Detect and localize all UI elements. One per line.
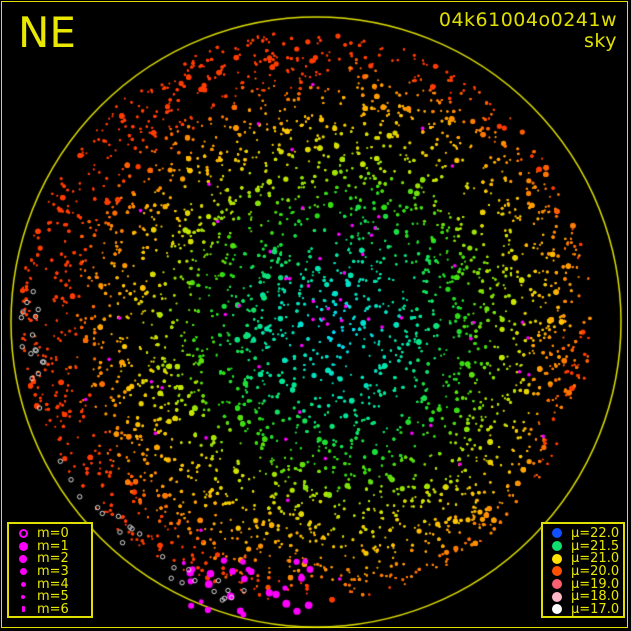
magnitude-label: m=0 <box>37 525 69 541</box>
magnitude-legend-item: m=5 <box>15 590 91 603</box>
magnitude-legend-item: m=1 <box>15 540 91 553</box>
map-type: sky <box>584 30 617 52</box>
sky-brightness-label: μ=21.0 <box>571 551 620 567</box>
magnitude-symbol-icon <box>15 528 31 538</box>
magnitude-legend-item: m=0 <box>15 527 91 540</box>
frame-id: 04k61004o0241w <box>438 9 617 31</box>
orientation-label: NE <box>18 8 76 57</box>
sky-brightness-legend: μ=22.0 μ=21.5 μ=21.0 μ=20.0 μ=19.0 μ=18.0 μ=17… <box>541 522 625 618</box>
color-swatch-icon <box>549 541 565 552</box>
color-swatch-icon <box>549 528 565 539</box>
magnitude-legend-item: m=4 <box>15 578 91 591</box>
magnitude-symbol-icon <box>15 594 31 599</box>
sky-brightness-label: μ=19.0 <box>571 576 620 592</box>
sky-brightness-label: μ=18.0 <box>571 589 620 605</box>
color-swatch-icon <box>549 591 565 602</box>
magnitude-label: m=4 <box>37 576 69 592</box>
magnitude-legend: m=0 m=1 m=2 m=3 m=4 m=5 m=6 <box>7 522 93 618</box>
sky-brightness-label: μ=17.0 <box>571 601 620 617</box>
color-swatch-icon <box>549 553 565 564</box>
sky-brightness-legend-item: μ=22.0 <box>549 527 623 540</box>
sky-brightness-label: μ=21.5 <box>571 538 620 554</box>
color-swatch-icon <box>549 566 565 577</box>
sky-brightness-legend-item: μ=18.0 <box>549 590 623 603</box>
magnitude-legend-item: m=6 <box>15 603 91 616</box>
sky-brightness-legend-item: μ=20.0 <box>549 565 623 578</box>
color-swatch-icon <box>549 604 565 615</box>
sky-brightness-legend-item: μ=21.5 <box>549 540 623 553</box>
sky-brightness-label: μ=20.0 <box>571 563 620 579</box>
magnitude-symbol-icon <box>15 541 31 551</box>
sky-brightness-legend-item: μ=19.0 <box>549 578 623 591</box>
magnitude-symbol-icon <box>15 606 31 613</box>
sky-brightness-legend-item: μ=17.0 <box>549 603 623 616</box>
color-swatch-icon <box>549 579 565 590</box>
magnitude-label: m=5 <box>37 589 69 605</box>
magnitude-label: m=1 <box>37 538 69 554</box>
sky-brightness-legend-item: μ=21.0 <box>549 552 623 565</box>
frame-header: 04k61004o0241w sky <box>439 10 617 52</box>
magnitude-legend-item: m=3 <box>15 565 91 578</box>
magnitude-label: m=6 <box>37 601 69 617</box>
magnitude-legend-item: m=2 <box>15 552 91 565</box>
magnitude-symbol-icon <box>15 567 31 575</box>
sky-brightness-label: μ=22.0 <box>571 525 620 541</box>
magnitude-label: m=2 <box>37 551 69 567</box>
magnitude-symbol-icon <box>15 554 31 563</box>
magnitude-symbol-icon <box>15 581 31 587</box>
magnitude-label: m=3 <box>37 563 69 579</box>
